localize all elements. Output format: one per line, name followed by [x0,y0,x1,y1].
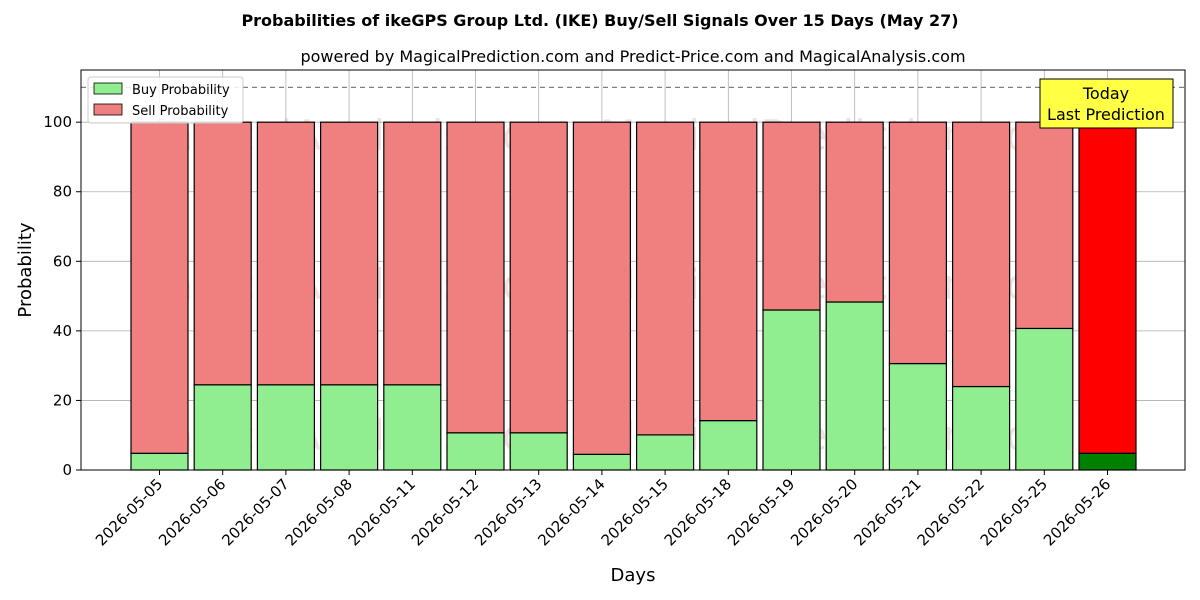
x-axis-label: Days [611,565,656,586]
x-tick-label: 2026-05-22 [914,475,988,549]
buy-bar [825,301,884,471]
sell-bar [1015,121,1074,330]
sell-bar [1078,121,1137,454]
plot-frame [80,69,1186,471]
sell-bar [130,121,189,454]
x-tick-label: 2026-05-11 [345,475,419,549]
buy-bar [383,384,442,471]
legend-box [87,76,244,124]
today-annotation-box [1039,78,1174,129]
sell-bar [572,121,632,455]
buy-bar [130,452,189,471]
buy-bar [572,453,632,471]
x-tick-label: 2026-05-20 [787,475,861,549]
buy-bar [1015,327,1074,471]
buy-bar [320,384,379,471]
bars-layer [130,121,1137,471]
chart-subtitle: powered by MagicalPrediction.com and Pre… [300,47,965,66]
x-axis: 2026-05-052026-05-062026-05-072026-05-08… [92,470,1114,549]
sell-bar [509,121,568,434]
x-tick-label: 2026-05-14 [534,475,608,549]
sell-bar [383,121,442,386]
x-tick-label: 2026-05-21 [850,475,924,549]
buy-bar [1078,452,1137,471]
legend-sell-swatch [93,103,123,116]
buy-bar [951,385,1011,471]
x-tick-label: 2026-05-15 [598,475,672,549]
legend: Buy Probability Sell Probability [87,76,244,124]
buy-bar [762,309,821,471]
chart-title: Probabilities of ikeGPS Group Ltd. (IKE)… [241,11,958,30]
legend-buy-swatch [93,82,123,95]
x-tick-label: 2026-05-05 [92,475,166,549]
today-annotation: Today Last Prediction [1039,78,1174,129]
x-tick-label: 2026-05-26 [1040,475,1114,549]
legend-buy-label: Buy Probability [132,83,230,98]
x-tick-label: 2026-05-13 [471,475,545,549]
buy-bar [256,384,315,471]
y-tick-label: 100 [43,113,72,131]
buy-bar [699,420,758,471]
sell-bar [888,121,948,365]
buy-bar [446,432,505,471]
y-tick-label: 80 [53,183,72,201]
x-tick-label: 2026-05-08 [282,475,356,549]
sell-bar [193,121,252,386]
x-tick-label: 2026-05-06 [155,475,229,549]
y-tick-label: 40 [53,322,72,340]
x-tick-label: 2026-05-07 [218,475,292,549]
buy-bar [635,434,695,471]
x-tick-label: 2026-05-19 [724,475,798,549]
x-tick-label: 2026-05-18 [661,475,735,549]
buy-bar [888,362,948,471]
sell-bar [320,121,379,386]
sell-bar [951,121,1011,388]
y-tick-label: 20 [53,391,72,409]
sell-bar [825,121,884,303]
sell-bar [699,121,758,422]
x-tick-label: 2026-05-12 [408,475,482,549]
today-annotation-line1: Today [1082,84,1129,103]
y-tick-label: 0 [62,461,72,479]
sell-bar [762,121,821,311]
sell-bar [635,121,695,436]
buy-bar [193,384,252,471]
sell-bar [256,121,315,386]
y-tick-label: 60 [53,252,72,270]
today-annotation-line2: Last Prediction [1047,105,1165,124]
y-axis: 0 20 40 60 80 100 [43,113,81,479]
legend-sell-label: Sell Probability [132,104,229,119]
x-tick-label: 2026-05-25 [977,475,1051,549]
y-axis-label: Probability [15,222,36,317]
buy-bar [509,432,568,471]
sell-bar [446,121,505,434]
